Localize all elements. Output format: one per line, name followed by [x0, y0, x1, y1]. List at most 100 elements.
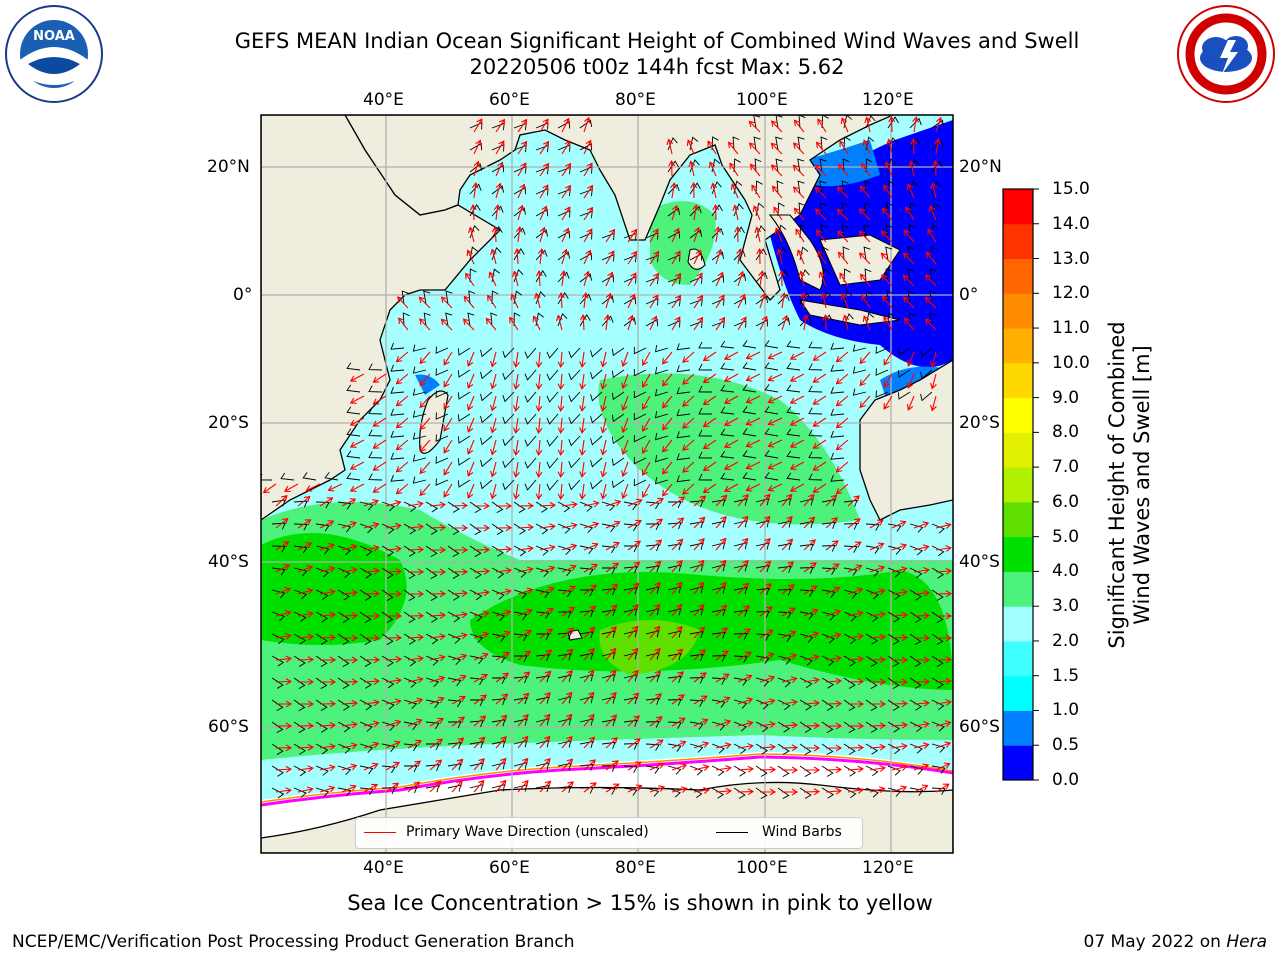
wave-direction-arrow: [600, 351, 608, 368]
wind-barb: [931, 699, 945, 711]
wave-direction-arrow: [924, 296, 937, 309]
wave-direction-arrow: [451, 737, 465, 749]
wind-barb: [799, 224, 807, 239]
wave-direction-arrow: [443, 483, 453, 498]
wave-direction-arrow: [512, 270, 519, 287]
wind-barb: [865, 611, 879, 623]
wave-direction-arrow: [883, 395, 893, 410]
wave-direction-arrow: [419, 461, 431, 475]
wind-barb: [733, 586, 748, 595]
wave-direction-arrow: [869, 633, 887, 641]
wind-barb: [909, 765, 924, 775]
wave-direction-arrow: [803, 608, 819, 617]
wind-barb: [445, 290, 453, 305]
wind-barb: [271, 567, 286, 576]
wind-barb: [293, 567, 308, 577]
wave-direction-arrow: [924, 318, 937, 331]
wind-barb: [865, 158, 873, 173]
wave-direction-arrow: [908, 160, 916, 177]
wind-barb: [403, 721, 418, 731]
wave-direction-arrow: [341, 498, 357, 507]
wave-direction-arrow: [443, 417, 453, 432]
wind-barb: [797, 136, 805, 151]
wind-barb: [337, 655, 350, 668]
wave-direction-arrow: [561, 758, 574, 771]
wave-direction-arrow: [490, 248, 497, 265]
wave-direction-arrow: [517, 608, 533, 617]
wind-barb: [359, 589, 372, 601]
wave-direction-arrow: [451, 758, 464, 771]
wind-barb: [535, 633, 550, 641]
wind-barb: [733, 609, 748, 617]
wind-barb: [315, 567, 330, 578]
wave-direction-arrow: [583, 605, 597, 617]
wave-direction-arrow: [935, 612, 953, 620]
wave-direction-arrow: [605, 691, 617, 705]
wind-barb: [568, 435, 581, 447]
colorbar-segment: [1003, 258, 1033, 294]
wave-direction-arrow: [341, 721, 358, 729]
wind-barb: [764, 406, 779, 415]
wind-barb: [909, 523, 924, 533]
wind-barb: [909, 138, 921, 151]
wave-direction-arrow: [682, 395, 695, 407]
wave-direction-arrow: [847, 722, 865, 730]
wind-barb: [667, 721, 682, 729]
wave-direction-arrow: [708, 161, 717, 177]
wave-direction-arrow: [363, 741, 380, 749]
wind-barb: [403, 611, 416, 623]
lat-tick-right: 20°S: [959, 413, 1000, 433]
wave-direction-arrow: [773, 206, 783, 221]
wind-barb: [447, 501, 460, 513]
wave-direction-arrow: [671, 227, 680, 243]
wave-direction-arrow: [835, 461, 849, 473]
wind-barb: [469, 142, 483, 151]
wave-direction-arrow: [557, 461, 565, 479]
wind-barb: [830, 430, 845, 438]
wind-barb: [293, 765, 307, 777]
wind-barb: [535, 229, 549, 239]
wave-direction-arrow: [789, 417, 805, 426]
wave-direction-arrow: [715, 650, 729, 661]
wave-direction-arrow: [649, 539, 663, 551]
credit-date-text: 07 May 2022 on: [1083, 932, 1227, 952]
wave-direction-arrow: [825, 586, 841, 595]
wave-direction-arrow: [789, 373, 805, 382]
wind-barb: [425, 677, 440, 688]
wave-direction-arrow: [803, 516, 816, 529]
wave-direction-arrow: [473, 779, 485, 793]
wave-direction-arrow: [600, 461, 608, 478]
wave-direction-arrow: [759, 652, 775, 661]
wave-direction-arrow: [466, 417, 475, 433]
wind-barb: [852, 344, 867, 352]
wave-direction-arrow: [812, 395, 827, 405]
wave-direction-arrow: [495, 630, 511, 639]
wind-barb: [885, 246, 893, 261]
wave-direction-arrow: [451, 780, 463, 793]
wind-barb: [645, 318, 659, 327]
wave-direction-arrow: [649, 228, 659, 243]
wind-barb: [820, 136, 828, 151]
wave-direction-arrow: [490, 439, 497, 456]
wind-barb: [524, 435, 537, 447]
wave-direction-arrow: [913, 656, 931, 664]
wind-barb-swatch: [716, 832, 748, 833]
wave-direction-arrow: [621, 417, 629, 434]
wave-direction-arrow: [495, 502, 513, 510]
wave-direction-arrow: [803, 654, 820, 661]
wind-barb: [435, 390, 449, 398]
wind-barb: [865, 699, 878, 712]
wave-direction-arrow: [723, 439, 739, 448]
wind-barb: [799, 520, 814, 529]
wave-direction-arrow: [495, 714, 508, 727]
wave-direction-arrow: [407, 760, 422, 771]
wind-barb: [633, 346, 647, 355]
wave-direction-arrow: [715, 787, 733, 795]
wind-barb: [689, 721, 704, 730]
wave-direction-arrow: [825, 700, 843, 708]
wave-direction-arrow: [512, 395, 520, 412]
wind-barb: [645, 787, 660, 797]
colorbar-tick-label: 6.0: [1052, 491, 1080, 512]
landmass-borneo: [819, 234, 901, 286]
wave-direction-arrow: [583, 249, 592, 265]
